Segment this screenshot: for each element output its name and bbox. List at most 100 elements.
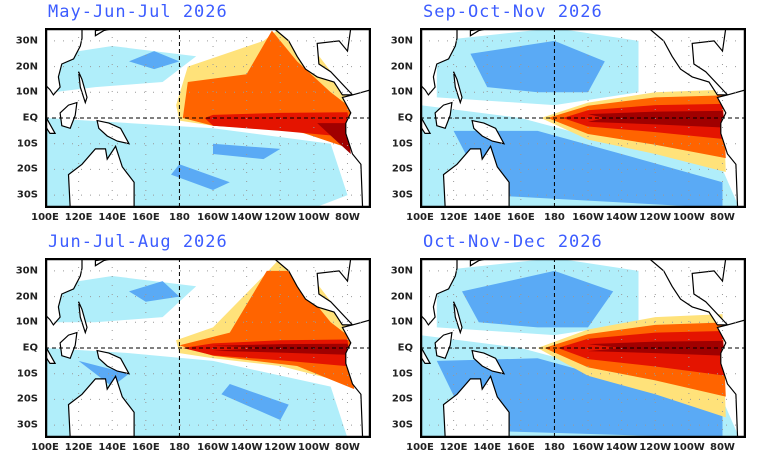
land-mass <box>420 114 432 135</box>
forecast-panel-mjj: May-Jun-Jul 2026 30N 20N 10N EQ 10S 20S 30S 100E… <box>0 0 380 232</box>
lon-label: 100W <box>672 442 705 453</box>
lon-label: 140E <box>98 212 127 223</box>
lon-label: 160W <box>197 212 229 223</box>
anomaly-region <box>213 343 351 355</box>
panel-title: Jun-Jul-Aug 2026 <box>48 232 228 252</box>
lat-label: 20N <box>15 61 38 73</box>
land-mass <box>78 301 88 335</box>
lat-label: 10S <box>16 368 38 380</box>
lon-label: 100W <box>672 212 705 223</box>
sst-anomaly-map <box>420 28 746 208</box>
land-mass <box>45 344 57 365</box>
land-mass <box>471 119 506 145</box>
lon-label: 140E <box>98 442 127 453</box>
land-mass <box>420 258 458 326</box>
land-mass <box>341 89 371 208</box>
map-frame <box>420 28 746 208</box>
lon-label: 80W <box>334 212 360 223</box>
lat-label: EQ <box>22 342 38 354</box>
lon-label: 120W <box>639 442 672 453</box>
lon-label: 120E <box>64 442 93 453</box>
land-mass <box>420 28 458 96</box>
panel-title: Sep-Oct-Nov 2026 <box>423 2 603 22</box>
lon-label: 100E <box>31 442 59 453</box>
lon-label: 180 <box>168 442 190 453</box>
lat-label: 30S <box>391 189 413 201</box>
lat-label: 20S <box>16 163 38 175</box>
lon-label: 120E <box>439 442 468 453</box>
map-frame <box>45 258 371 438</box>
lat-label: 10N <box>390 86 413 98</box>
lon-label: 100E <box>406 442 434 453</box>
lon-label: 160W <box>197 442 229 453</box>
lat-label: 20N <box>15 291 38 303</box>
anomaly-region <box>317 123 351 154</box>
lat-label: 20S <box>16 393 38 405</box>
map-frame <box>420 258 746 438</box>
land-mass <box>434 331 453 360</box>
land-mass <box>716 89 746 208</box>
anomaly-region <box>129 281 180 302</box>
sst-anomaly-map <box>45 28 371 208</box>
anomaly-region <box>129 51 180 70</box>
lat-label: EQ <box>22 112 38 124</box>
lat-label: 30S <box>16 189 38 201</box>
land-mass <box>67 144 135 208</box>
land-mass <box>453 71 463 105</box>
sst-anomaly-map <box>420 258 746 438</box>
lat-label: 10N <box>390 316 413 328</box>
land-mass <box>96 119 131 145</box>
anomaly-region <box>221 384 289 420</box>
land-mass <box>471 349 506 375</box>
lat-label: 10S <box>391 138 413 150</box>
lon-label: 160E <box>506 212 535 223</box>
land-mass <box>442 374 510 438</box>
lon-label: 120E <box>439 212 468 223</box>
anomaly-region <box>588 340 726 356</box>
lon-label: 160W <box>572 212 604 223</box>
lat-label: 20N <box>390 61 413 73</box>
lon-label: 140E <box>473 442 502 453</box>
map-frame <box>45 28 371 208</box>
lon-label: 140W <box>605 442 638 453</box>
lon-label: 160E <box>506 442 535 453</box>
land-mass <box>420 344 432 365</box>
anomaly-region <box>213 143 281 160</box>
land-mass <box>59 101 78 130</box>
lon-label: 100E <box>406 212 434 223</box>
lon-label: 140W <box>230 212 263 223</box>
lon-label: 160E <box>131 212 160 223</box>
land-mass <box>442 144 510 208</box>
lat-label: 10S <box>16 138 38 150</box>
panel-title: Oct-Nov-Dec 2026 <box>423 232 603 252</box>
lon-label: 160W <box>572 442 604 453</box>
lon-label: 140E <box>473 212 502 223</box>
anomaly-region <box>588 110 726 128</box>
lon-label: 140W <box>230 442 263 453</box>
land-mass <box>45 114 57 135</box>
lon-label: 80W <box>709 442 735 453</box>
lat-label: 10N <box>15 316 38 328</box>
lat-label: 20S <box>391 393 413 405</box>
lon-label: 140W <box>605 212 638 223</box>
lon-label: 120E <box>64 212 93 223</box>
forecast-panel-jja: Jun-Jul-Aug 2026 30N 20N 10N EQ 10S 20S 30S 100E… <box>0 230 380 462</box>
lon-label: 100W <box>297 442 330 453</box>
land-mass <box>716 319 746 438</box>
land-mass <box>59 331 78 360</box>
forecast-panel-ond: Oct-Nov-Dec 2026 30N 20N 10N EQ 10S 20S 30S 100E… <box>375 230 755 462</box>
land-mass <box>434 101 453 130</box>
lon-label: 100E <box>31 212 59 223</box>
land-mass <box>45 258 83 326</box>
lon-label: 80W <box>334 442 360 453</box>
lat-label: 30N <box>15 35 38 47</box>
anomaly-region <box>453 130 723 208</box>
lat-label: 20N <box>390 291 413 303</box>
lat-label: EQ <box>397 112 413 124</box>
land-mass <box>67 374 135 438</box>
lon-label: 100W <box>297 212 330 223</box>
lon-label: 180 <box>543 212 565 223</box>
panel-title: May-Jun-Jul 2026 <box>48 2 228 22</box>
land-mass <box>341 319 371 438</box>
lon-label: 80W <box>709 212 735 223</box>
